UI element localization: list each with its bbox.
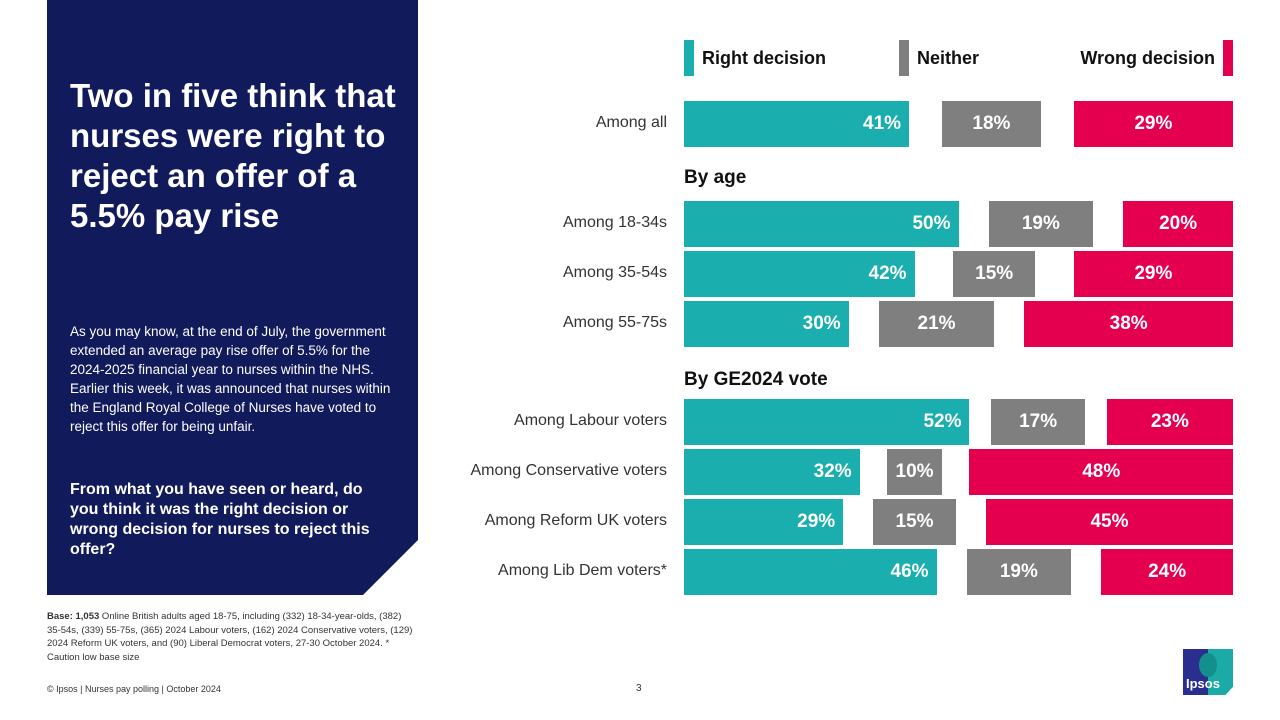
legend-right-decision: Right decision [684, 40, 826, 76]
bar-right-decision: 41% [684, 101, 910, 147]
bar-wrong-decision: 29% [1073, 101, 1233, 147]
row-label: Among Reform UK voters [484, 512, 667, 529]
bar-neither: 19% [966, 549, 1072, 595]
base-label: Base: 1,053 [47, 611, 100, 622]
bar-right-decision: 50% [684, 201, 959, 247]
bar-neither: 15% [953, 251, 1036, 297]
logo-text: Ipsos [1186, 676, 1220, 691]
section-heading: By GE2024 vote [684, 369, 828, 390]
bar-wrong-decision: 20% [1123, 201, 1233, 247]
logo-head-icon [1199, 653, 1217, 677]
bar-wrong-decision: 24% [1101, 549, 1233, 595]
row-label: Among Lib Dem voters* [498, 562, 667, 579]
bar-wrong-decision: 23% [1106, 399, 1233, 445]
bar-right-decision: 46% [684, 549, 937, 595]
bar-wrong-decision: 29% [1073, 251, 1233, 297]
bar-neither: 10% [887, 449, 943, 495]
bar-neither: 18% [942, 101, 1041, 147]
row-label: Among 18-34s [562, 214, 667, 231]
page-title: Two in five think that nurses were right… [70, 77, 396, 234]
bar-right-decision: 29% [684, 499, 844, 545]
bar-right-decision: 30% [684, 301, 849, 347]
row-label: Among Labour voters [514, 412, 667, 429]
base-note: Base: 1,053 Online British adults aged 1… [47, 610, 417, 664]
bar-wrong-decision: 48% [969, 449, 1233, 495]
row-label: Among 55-75s [562, 314, 667, 331]
title-panel: Two in five think that nurses were right… [47, 0, 418, 595]
footer: © Ipsos | Nurses pay polling | October 2… [47, 684, 221, 694]
section-heading: By age [684, 167, 747, 188]
row-label: Among all [595, 114, 667, 131]
question-text: From what you have seen or heard, do you… [70, 481, 370, 558]
bar-wrong-decision: 38% [1024, 301, 1233, 347]
base-text: Online British adults aged 18-75, includ… [47, 611, 413, 663]
bar-right-decision: 52% [684, 399, 970, 445]
legend-wrong-decision: Wrong decision [1080, 40, 1233, 76]
ipsos-logo: Ipsos [1183, 649, 1233, 695]
bar-neither: 19% [988, 201, 1093, 247]
bar-right-decision: 32% [684, 449, 860, 495]
bar-neither: 21% [878, 301, 995, 347]
row-label: Among 35-54s [562, 264, 667, 281]
bar-neither: 17% [991, 399, 1085, 445]
row-label: Among Conservative voters [470, 462, 667, 479]
page-number: 3 [636, 683, 642, 694]
legend-neither: Neither [899, 40, 979, 76]
intro-text: As you may know, at the end of July, the… [70, 324, 391, 434]
bar-neither: 15% [873, 499, 956, 545]
bar-wrong-decision: 45% [985, 499, 1233, 545]
bar-right-decision: 42% [684, 251, 915, 297]
